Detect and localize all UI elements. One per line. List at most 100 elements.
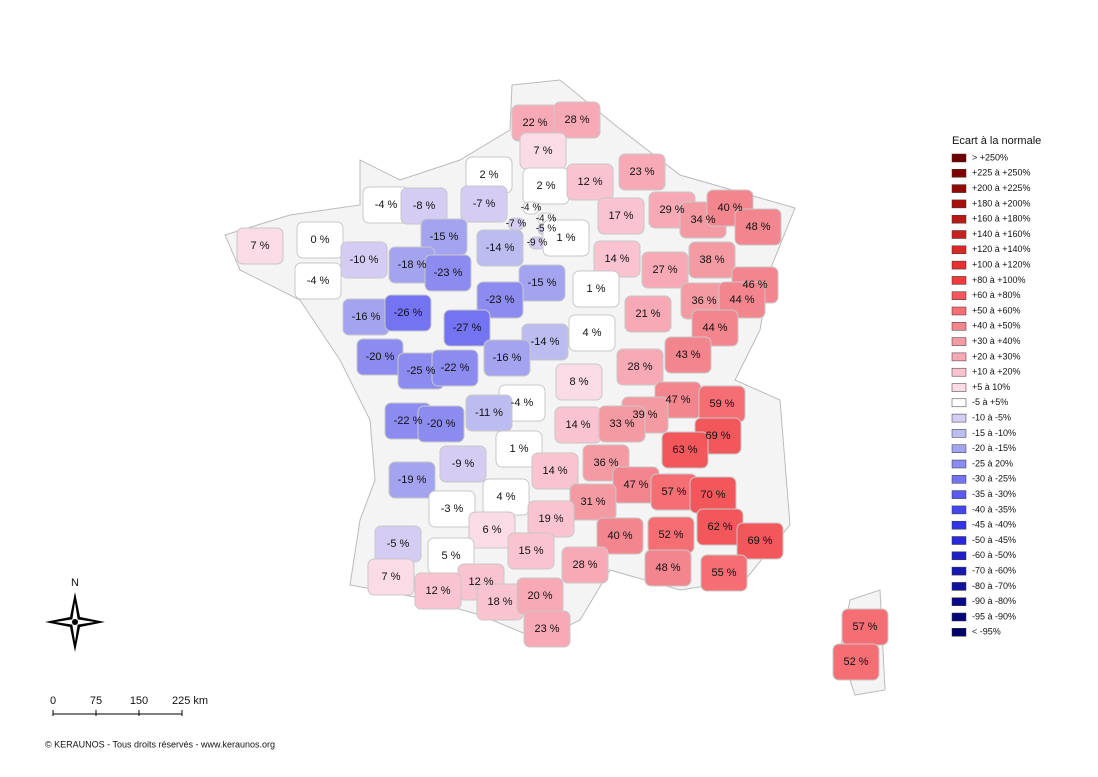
department-label: 52 % — [658, 529, 683, 541]
department-label: 48 % — [655, 562, 680, 574]
scale-label: 0 — [50, 695, 56, 707]
department-label: -14 % — [531, 336, 560, 348]
department-label: 33 % — [609, 418, 634, 430]
department-label: -16 % — [352, 311, 381, 323]
department — [561, 546, 609, 584]
department-label: -26 % — [394, 307, 423, 319]
legend-label: +20 à +30% — [972, 351, 1021, 361]
department-label: -8 % — [413, 200, 436, 212]
department-label: 28 % — [572, 559, 597, 571]
department-label: -23 % — [434, 267, 463, 279]
legend-label: -10 à -5% — [972, 412, 1011, 422]
department — [460, 185, 508, 223]
legend-swatch — [951, 582, 967, 591]
department-label: -15 % — [430, 231, 459, 243]
legend-swatch — [951, 505, 967, 515]
legend-label: +50 à +60% — [972, 305, 1021, 315]
department — [465, 394, 513, 432]
department-label: 21 % — [635, 308, 660, 320]
department-label: 28 % — [564, 114, 589, 126]
legend-label: +60 à +80% — [972, 290, 1021, 300]
department — [495, 430, 543, 468]
legend-swatch — [951, 383, 967, 392]
department-label: -27 % — [453, 322, 482, 334]
legend-label: +225 à +250% — [972, 168, 1031, 178]
legend-swatch — [951, 214, 967, 224]
legend-label: +140 à +160% — [972, 229, 1031, 239]
department-label: 20 % — [527, 590, 552, 602]
legend-swatch — [951, 184, 967, 193]
department-label: 70 % — [700, 489, 725, 501]
legend-label: -20 à -15% — [972, 443, 1016, 453]
department — [384, 294, 432, 332]
department-label: 7 % — [251, 240, 270, 252]
footer: © KERAUNOS - Tous droits réservés - www.… — [45, 739, 275, 749]
department — [476, 281, 524, 319]
department-label: -20 % — [366, 351, 395, 363]
department-label: -4 % — [521, 203, 542, 214]
legend-swatch — [951, 352, 967, 362]
legend-label: -35 à -30% — [972, 489, 1016, 499]
department-label: -7 % — [473, 198, 496, 210]
department — [555, 363, 603, 401]
legend-swatch — [951, 306, 967, 316]
departments: 22 % 28 % 7 % 2 % 2 % 12 % 23 % -4 % -8 % -7 % -4 … — [236, 101, 889, 681]
department-label: -4 % — [536, 214, 557, 225]
department-label: 2 % — [537, 180, 556, 192]
department-label: 36 % — [691, 295, 716, 307]
department-label: 48 % — [745, 221, 770, 233]
department-label: 40 % — [717, 202, 742, 214]
department — [417, 405, 465, 443]
department-label: 7 % — [534, 145, 553, 157]
department — [483, 339, 531, 377]
department — [522, 201, 540, 215]
legend-label: +100 à +120% — [972, 259, 1031, 269]
department-label: 29 % — [659, 204, 684, 216]
department-label: 27 % — [652, 264, 677, 276]
legend-swatch — [951, 230, 967, 239]
legend-swatch — [951, 490, 967, 499]
department-label: -22 % — [394, 415, 423, 427]
department-label: -22 % — [441, 362, 470, 374]
department-label: -4 % — [511, 397, 534, 409]
department-label: 39 % — [632, 409, 657, 421]
department-label: 0 % — [311, 234, 330, 246]
department-label: 12 % — [577, 176, 602, 188]
legend-swatch — [951, 628, 967, 637]
department-label: -5 % — [536, 224, 557, 235]
legend-swatch — [951, 322, 967, 331]
department — [553, 101, 601, 139]
department-label: -23 % — [486, 294, 515, 306]
department-label: -14 % — [486, 242, 515, 254]
department — [718, 281, 766, 319]
legend-label: +10 à +20% — [972, 367, 1021, 377]
legend-swatch — [951, 597, 967, 606]
department — [661, 431, 709, 469]
department — [523, 610, 571, 648]
department-label: -16 % — [493, 352, 522, 364]
department-label: 55 % — [711, 567, 736, 579]
legend-swatch — [951, 291, 967, 300]
department-label: 36 % — [593, 457, 618, 469]
legend-label: -70 à -60% — [972, 565, 1016, 575]
department — [700, 554, 748, 592]
department — [507, 532, 555, 570]
legend: Ecart à la normale > +250% +225 à +250% +2… — [951, 135, 1041, 637]
department — [597, 197, 645, 235]
department — [296, 221, 344, 259]
department-label: 46 % — [742, 279, 767, 291]
department — [644, 549, 692, 587]
legend-label: +160 à +180% — [972, 214, 1031, 224]
department-label: 5 % — [442, 550, 461, 562]
department-label: -10 % — [350, 254, 379, 266]
department — [340, 241, 388, 279]
department — [431, 349, 479, 387]
department-label: -15 % — [528, 277, 557, 289]
legend-swatch — [951, 199, 967, 209]
department-label: 19 % — [538, 513, 563, 525]
legend-swatch — [951, 260, 967, 270]
department-label: 1 % — [510, 443, 529, 455]
department-label: 12 % — [468, 576, 493, 588]
department — [618, 153, 666, 191]
department-label: 4 % — [583, 327, 602, 339]
